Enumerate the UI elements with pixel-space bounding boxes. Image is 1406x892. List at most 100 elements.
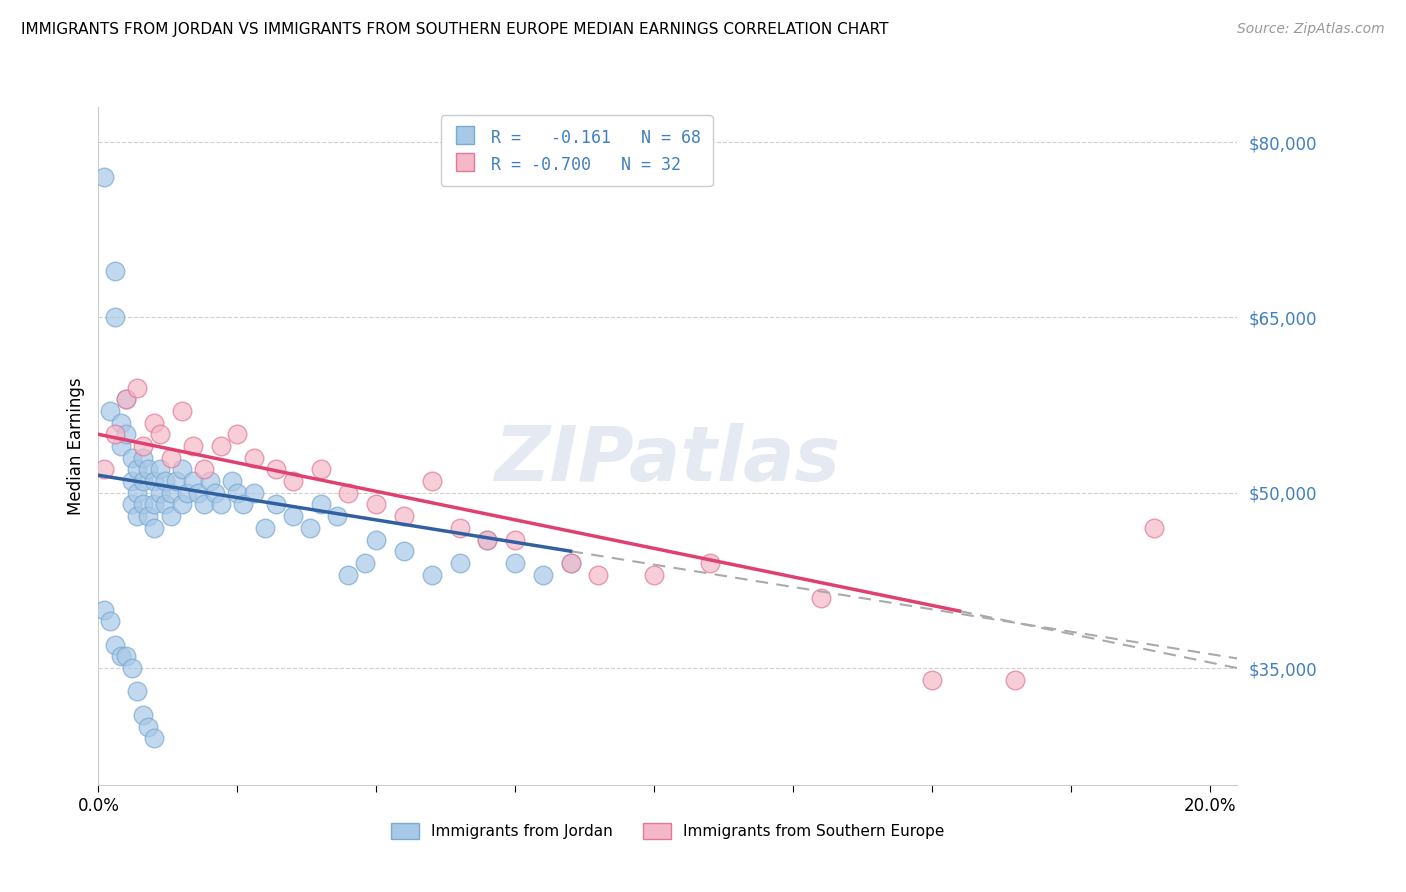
- Point: [159, 509, 181, 524]
- Point: [193, 462, 215, 476]
- Point: [104, 427, 127, 442]
- Point: [354, 556, 377, 570]
- Point: [153, 474, 176, 488]
- Point: [209, 439, 232, 453]
- Point: [187, 485, 209, 500]
- Point: [121, 498, 143, 512]
- Point: [132, 439, 155, 453]
- Point: [226, 427, 249, 442]
- Point: [204, 485, 226, 500]
- Point: [93, 602, 115, 616]
- Point: [531, 567, 554, 582]
- Point: [392, 544, 415, 558]
- Point: [181, 439, 204, 453]
- Point: [366, 498, 388, 512]
- Point: [127, 485, 149, 500]
- Point: [503, 556, 526, 570]
- Point: [264, 462, 287, 476]
- Point: [93, 462, 115, 476]
- Point: [337, 485, 360, 500]
- Point: [115, 392, 138, 407]
- Point: [232, 498, 254, 512]
- Point: [104, 310, 127, 325]
- Point: [110, 416, 132, 430]
- Point: [243, 450, 266, 465]
- Point: [132, 707, 155, 722]
- Point: [104, 263, 127, 277]
- Point: [449, 521, 471, 535]
- Point: [170, 498, 193, 512]
- Point: [132, 474, 155, 488]
- Point: [143, 498, 166, 512]
- Point: [127, 380, 149, 394]
- Point: [477, 533, 499, 547]
- Point: [104, 638, 127, 652]
- Point: [143, 731, 166, 746]
- Point: [110, 439, 132, 453]
- Point: [165, 474, 187, 488]
- Point: [115, 427, 138, 442]
- Point: [309, 498, 332, 512]
- Point: [921, 673, 943, 687]
- Point: [148, 427, 170, 442]
- Point: [560, 556, 582, 570]
- Point: [193, 498, 215, 512]
- Legend: Immigrants from Jordan, Immigrants from Southern Europe: Immigrants from Jordan, Immigrants from …: [385, 817, 950, 845]
- Point: [309, 462, 332, 476]
- Point: [98, 404, 121, 418]
- Point: [127, 684, 149, 698]
- Point: [132, 498, 155, 512]
- Point: [127, 462, 149, 476]
- Point: [143, 521, 166, 535]
- Text: Source: ZipAtlas.com: Source: ZipAtlas.com: [1237, 22, 1385, 37]
- Point: [226, 485, 249, 500]
- Point: [159, 485, 181, 500]
- Point: [449, 556, 471, 570]
- Point: [298, 521, 321, 535]
- Point: [170, 462, 193, 476]
- Point: [337, 567, 360, 582]
- Point: [127, 509, 149, 524]
- Point: [110, 649, 132, 664]
- Y-axis label: Median Earnings: Median Earnings: [66, 377, 84, 515]
- Point: [503, 533, 526, 547]
- Point: [143, 474, 166, 488]
- Text: IMMIGRANTS FROM JORDAN VS IMMIGRANTS FROM SOUTHERN EUROPE MEDIAN EARNINGS CORREL: IMMIGRANTS FROM JORDAN VS IMMIGRANTS FRO…: [21, 22, 889, 37]
- Point: [420, 567, 443, 582]
- Point: [477, 533, 499, 547]
- Point: [243, 485, 266, 500]
- Point: [115, 392, 138, 407]
- Point: [121, 450, 143, 465]
- Point: [143, 416, 166, 430]
- Point: [93, 170, 115, 185]
- Point: [115, 649, 138, 664]
- Point: [810, 591, 832, 605]
- Point: [98, 615, 121, 629]
- Text: ZIPatlas: ZIPatlas: [495, 423, 841, 497]
- Point: [181, 474, 204, 488]
- Point: [392, 509, 415, 524]
- Point: [1004, 673, 1026, 687]
- Point: [138, 509, 160, 524]
- Point: [366, 533, 388, 547]
- Point: [221, 474, 243, 488]
- Point: [326, 509, 349, 524]
- Point: [699, 556, 721, 570]
- Point: [132, 450, 155, 465]
- Point: [170, 404, 193, 418]
- Point: [121, 474, 143, 488]
- Point: [588, 567, 610, 582]
- Point: [560, 556, 582, 570]
- Point: [254, 521, 277, 535]
- Point: [198, 474, 221, 488]
- Point: [148, 462, 170, 476]
- Point: [420, 474, 443, 488]
- Point: [176, 485, 198, 500]
- Point: [159, 450, 181, 465]
- Point: [264, 498, 287, 512]
- Point: [209, 498, 232, 512]
- Point: [138, 719, 160, 733]
- Point: [281, 509, 304, 524]
- Point: [138, 462, 160, 476]
- Point: [153, 498, 176, 512]
